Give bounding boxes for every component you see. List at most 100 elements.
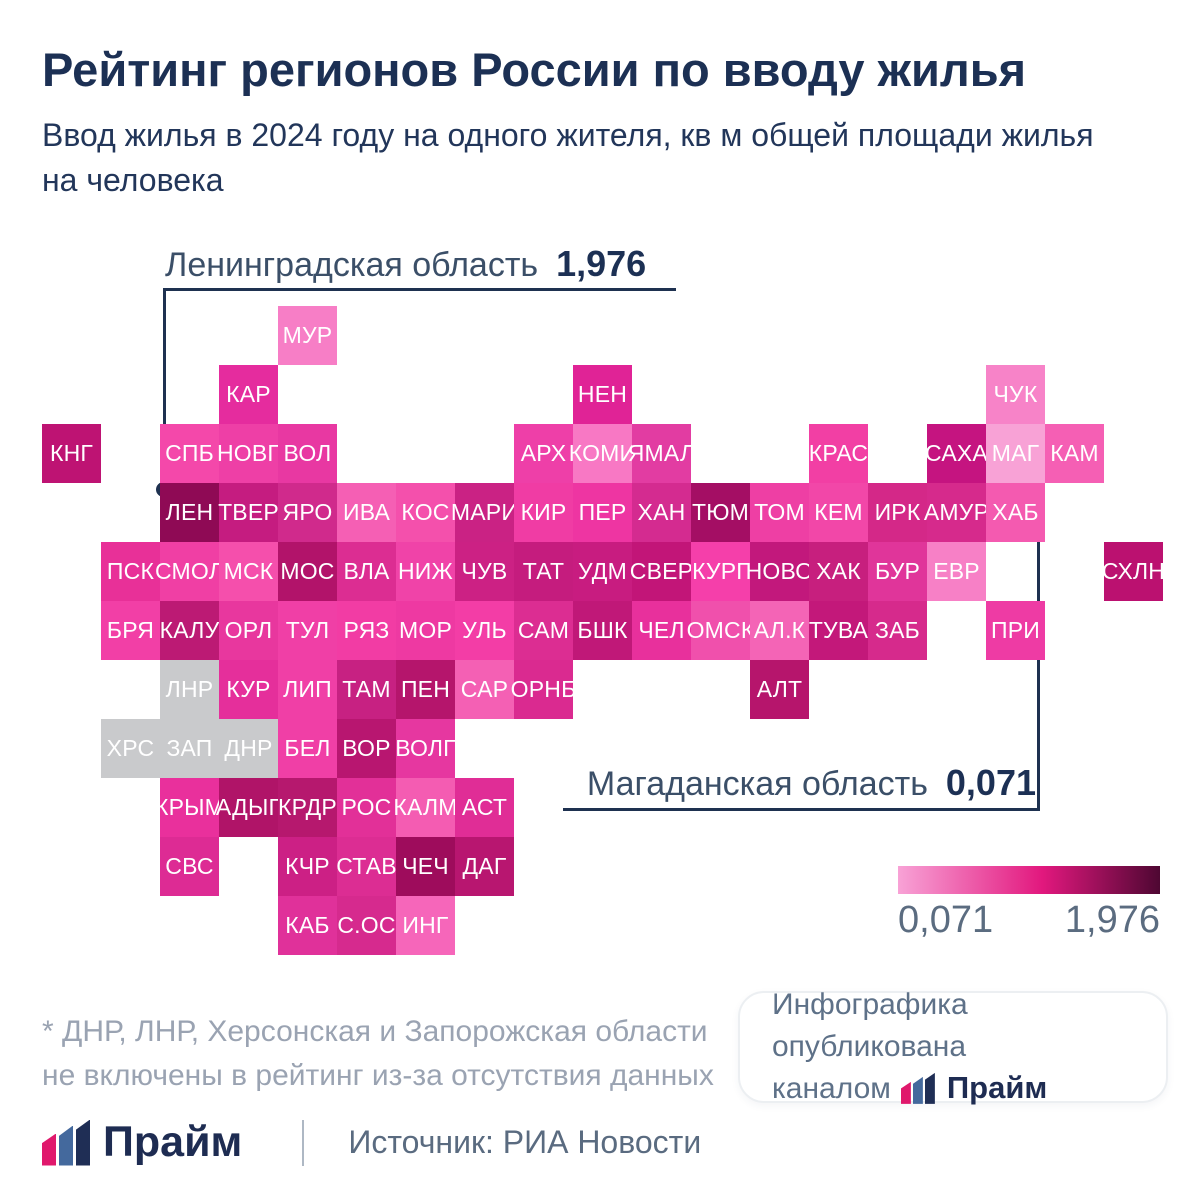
- map-tile: СТАВ: [336, 837, 397, 896]
- map-tile-label: КРДР: [278, 794, 337, 820]
- map-tile: ИНГ: [396, 896, 455, 955]
- map-tile-label: ОМСК: [686, 617, 755, 643]
- map-tile-label: МАГ: [991, 440, 1040, 466]
- map-tile: АСТ: [455, 778, 514, 837]
- map-tile-label: УДМ: [578, 558, 627, 584]
- map-tile-label: БЕЛ: [284, 735, 331, 761]
- map-tile-label: ДАГ: [462, 853, 507, 879]
- map-tile-label: КРЫМ: [154, 794, 225, 820]
- map-tile-label: ЯРО: [282, 499, 333, 525]
- logo-bar-blue: [59, 1125, 73, 1166]
- badge-brand-wordmark: Прайм: [946, 1070, 1048, 1106]
- map-tile: АЛ.К: [750, 601, 809, 660]
- map-tile-label: ХРС: [106, 735, 155, 761]
- map-tile: ЗАБ: [868, 601, 927, 660]
- map-tile: НЕН: [573, 365, 632, 424]
- map-tile-label: РОС: [341, 794, 392, 820]
- map-tile: КНГ: [42, 424, 101, 483]
- map-tile: МОР: [396, 601, 455, 660]
- map-tile: ТЮМ: [691, 483, 750, 542]
- map-tile-label: ЯМАЛ: [627, 440, 696, 466]
- map-tile-label: ПЕН: [400, 676, 451, 702]
- map-tile-label: КНГ: [49, 440, 94, 466]
- map-tile: ВОР: [337, 719, 396, 778]
- map-tile-label: ЛНР: [165, 676, 214, 702]
- map-tile-label: АСТ: [461, 794, 508, 820]
- map-tile-label: ВЛА: [343, 558, 390, 584]
- map-tile-label: ПСК: [106, 558, 155, 584]
- map-tile: МУР: [278, 306, 337, 365]
- map-tile-label: АДЫГ: [215, 794, 282, 820]
- map-tile-label: ИРК: [874, 499, 921, 525]
- map-tile-label: СВЕР: [629, 558, 694, 584]
- badge-line2-prefix: каналом: [772, 1071, 891, 1105]
- map-tile: ИРК: [868, 483, 927, 542]
- prime-logo-icon-footer: [42, 1119, 93, 1166]
- map-tile-label: ХАК: [816, 558, 861, 584]
- map-tile: ВОЛ: [278, 424, 337, 483]
- annotation-min: Магаданская область 0,071: [587, 762, 1036, 804]
- map-tile: АРХ: [514, 424, 573, 483]
- map-tile-label: НЕН: [577, 381, 628, 407]
- map-tile: ИВА: [337, 483, 396, 542]
- map-tile: САХА: [925, 424, 988, 483]
- page-subtitle-line1: Ввод жилья в 2024 году на одного жителя,…: [42, 117, 1094, 153]
- map-tile: НИЖ: [396, 542, 455, 601]
- map-tile: КИР: [514, 483, 573, 542]
- map-tile: ХАБ: [986, 483, 1045, 542]
- map-tile: ЕВР: [927, 542, 986, 601]
- map-tile: ВЛА: [337, 542, 396, 601]
- map-tile-label: ХАН: [637, 499, 686, 525]
- map-tile: УДМ: [573, 542, 632, 601]
- map-tile: ЛЕН: [160, 483, 219, 542]
- footnote-line2: не включены в рейтинг из-за отсутствия д…: [42, 1058, 714, 1092]
- map-tile: МОС: [278, 542, 337, 601]
- map-tile-label: ЧУВ: [461, 558, 508, 584]
- map-tile-label: НОВГ: [216, 440, 281, 466]
- map-tile: КОС: [396, 483, 455, 542]
- map-tile-label: САХА: [925, 440, 988, 466]
- map-tile-label: ЛИП: [283, 676, 332, 702]
- annotation-max-label: Ленинградская область: [165, 246, 539, 284]
- map-tile: ПРИ: [986, 601, 1045, 660]
- map-tile-label: КАМ: [1050, 440, 1099, 466]
- map-tile-label: ИНГ: [402, 912, 449, 938]
- map-tile: БУР: [868, 542, 927, 601]
- map-tile-label: ТУВА: [808, 617, 869, 643]
- tile-map: МУР КАР НЕН ЧУК КНГ СПБ НОВГ ВОЛ АРХ КОМИ ЯМАЛ КРАС…: [42, 306, 1165, 955]
- map-tile-label: КАЛМ: [393, 794, 458, 820]
- footer-divider: [302, 1119, 305, 1166]
- map-tile-label: КЧР: [285, 853, 330, 879]
- map-tile: РОС: [337, 778, 396, 837]
- map-tile: СМОЛ: [155, 542, 224, 601]
- map-tile-label: КРАС: [808, 440, 869, 466]
- footer-brand-wordmark: Прайм: [103, 1118, 243, 1166]
- map-tile-label: ТВЕР: [218, 499, 279, 525]
- map-tile-label: ЧЕЛ: [638, 617, 685, 643]
- map-tile-label: ОРЛ: [224, 617, 273, 643]
- map-tile: ЧУВ: [455, 542, 514, 601]
- map-tile: ОРНБ: [511, 660, 576, 719]
- annotation-max: Ленинградская область 1,976: [165, 243, 646, 285]
- map-tile-label: БШК: [577, 617, 628, 643]
- map-tile-label: ДНР: [224, 735, 273, 761]
- map-tile: МАРИ: [451, 483, 518, 542]
- annotation-min-value: 0,071: [945, 762, 1036, 803]
- map-tile-label: БУР: [874, 558, 921, 584]
- map-tile-label: АРХ: [520, 440, 567, 466]
- map-tile-label: БРЯ: [106, 617, 155, 643]
- map-tile: КРАС: [809, 424, 868, 483]
- map-tile: КОМИ: [569, 424, 636, 483]
- map-tile-label: МОС: [280, 558, 335, 584]
- map-tile: САР: [455, 660, 514, 719]
- footnote: * ДНР, ЛНР, Херсонская и Запорожская обл…: [42, 1010, 714, 1097]
- map-tile-label: ЛЕН: [165, 499, 214, 525]
- map-tile: АЛТ: [750, 660, 809, 719]
- map-tile-label: КЕМ: [814, 499, 863, 525]
- annotation-min-underline: [563, 808, 1040, 811]
- map-tile-label: ВОР: [342, 735, 391, 761]
- map-tile-label: С.ОС: [337, 912, 396, 938]
- map-tile-label: МОР: [399, 617, 452, 643]
- footer: Прайм Источник: РИА Новости: [42, 1118, 701, 1167]
